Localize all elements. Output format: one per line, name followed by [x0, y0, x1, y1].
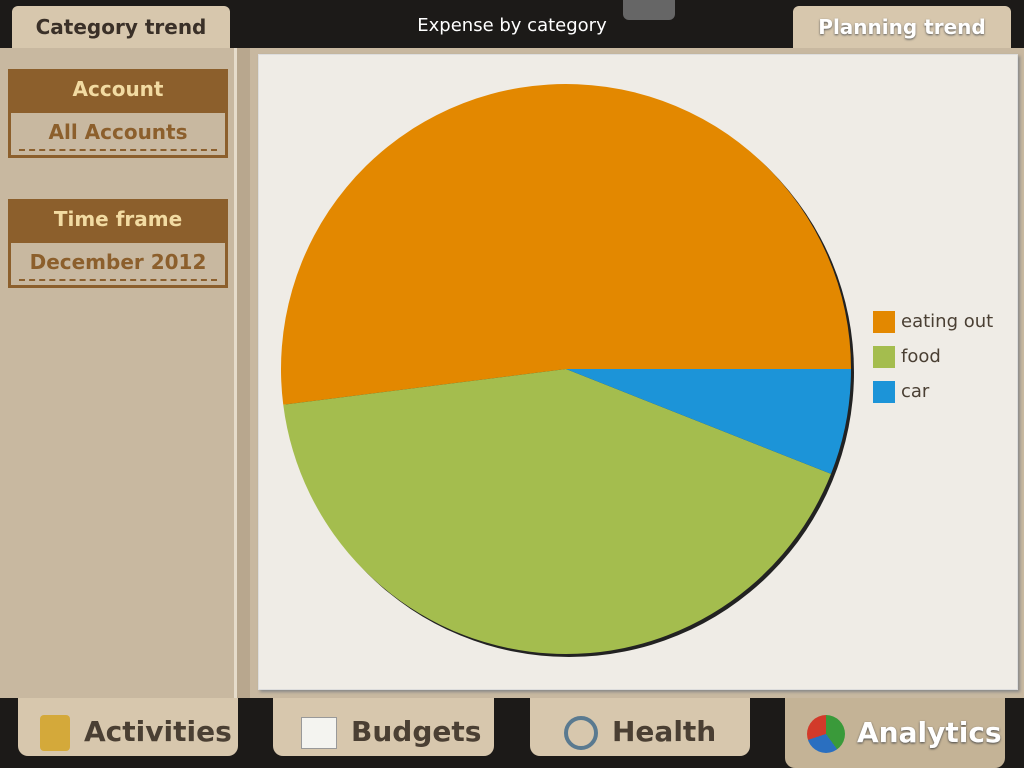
planning-trend-tab[interactable]: Planning trend [793, 6, 1011, 50]
budgets-tab[interactable]: Budgets [273, 698, 494, 756]
pie-slice [566, 369, 851, 474]
legend-swatch [873, 311, 895, 333]
legend-swatch [873, 381, 895, 403]
timeframe-label: Time frame [8, 199, 228, 241]
tab-label: Health [612, 715, 717, 748]
pie-chart: eating out food car [281, 84, 993, 657]
health-tab[interactable]: Health [530, 698, 750, 756]
tab-label: Activities [84, 715, 232, 748]
account-selector[interactable]: All Accounts [8, 110, 228, 158]
legend-label: eating out [901, 311, 993, 332]
legend-label: car [901, 381, 930, 402]
pie-slice [281, 84, 851, 405]
account-label: Account [8, 69, 228, 111]
coins-icon [40, 715, 70, 751]
activities-tab[interactable]: Activities [18, 698, 238, 756]
tab-label: Budgets [351, 715, 482, 748]
category-trend-tab[interactable]: Category trend [12, 6, 230, 50]
legend-swatch [873, 346, 895, 368]
dropdown-handle[interactable] [623, 0, 675, 20]
tab-label: Analytics [857, 716, 1002, 749]
screen-title: Expense by category [417, 15, 607, 36]
pie-icon [807, 715, 845, 753]
pie-slice [283, 369, 831, 655]
stethoscope-icon [564, 716, 598, 750]
legend-label: food [901, 346, 941, 367]
analytics-tab[interactable]: Analytics [785, 698, 1005, 768]
timeframe-selector[interactable]: December 2012 [8, 240, 228, 288]
binding [234, 48, 250, 698]
notepad-icon [301, 717, 337, 749]
